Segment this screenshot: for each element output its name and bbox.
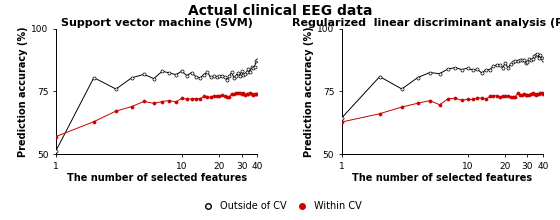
Text: Actual clinical EEG data: Actual clinical EEG data	[188, 4, 372, 18]
X-axis label: The number of selected features: The number of selected features	[67, 173, 247, 183]
Y-axis label: Prediction accuracy (%): Prediction accuracy (%)	[304, 26, 314, 157]
Legend: Outside of CV, Within CV: Outside of CV, Within CV	[195, 197, 365, 215]
Title: Regularized  linear discriminant analysis (RLDA): Regularized linear discriminant analysis…	[292, 18, 560, 28]
Y-axis label: Prediction accuracy (%): Prediction accuracy (%)	[18, 26, 29, 157]
Title: Support vector machine (SVM): Support vector machine (SVM)	[60, 18, 253, 28]
X-axis label: The number of selected features: The number of selected features	[352, 173, 533, 183]
